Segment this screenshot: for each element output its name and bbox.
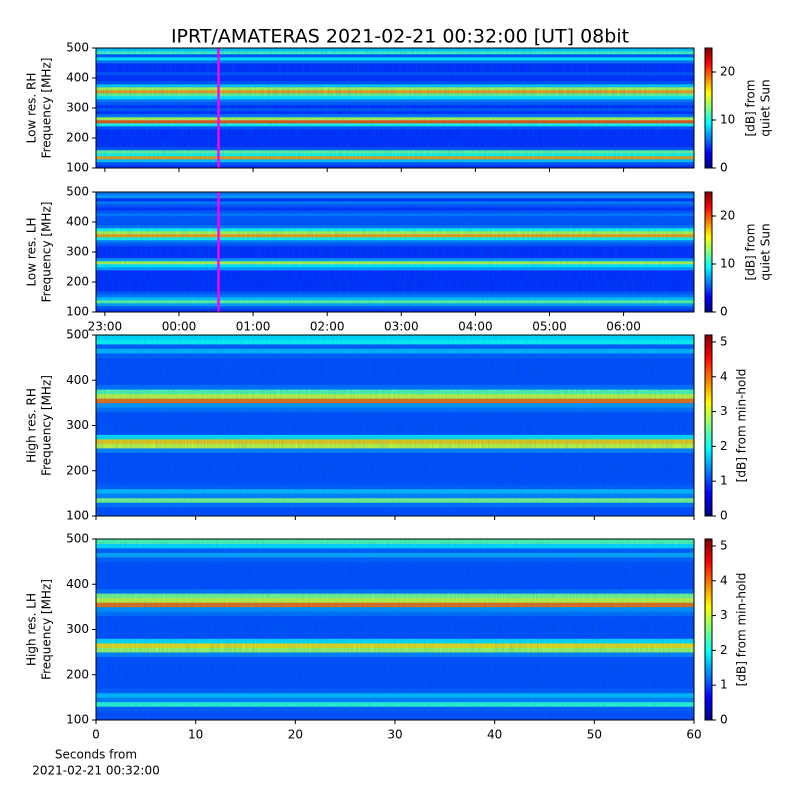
x-tick-label: 20 — [288, 728, 303, 742]
colorbar-tick-label: 5 — [720, 538, 728, 552]
colorbar-tick-label: 3 — [720, 404, 728, 418]
figure-title: IPRT/AMATERAS 2021-02-21 00:32:00 [UT] 0… — [171, 26, 629, 48]
x-tick-label: 00:00 — [162, 320, 197, 334]
colorbar-tick-label: 10 — [720, 257, 735, 271]
colorbar-tick-label: 3 — [720, 608, 728, 622]
colorbar — [704, 538, 713, 721]
colorbar-tick-label: 20 — [720, 209, 735, 223]
colorbar-tick-label: 1 — [720, 474, 728, 488]
colorbar-label: [dB] from — [744, 80, 758, 137]
y-axis-label: High res. LH — [25, 593, 39, 666]
colorbar-tick-label: 0 — [720, 509, 728, 523]
noise-texture — [96, 539, 694, 720]
y-tick-label: 200 — [66, 463, 89, 477]
y-axis-label: Low res. LH — [25, 217, 39, 286]
y-axis-label: Frequency [MHz] — [40, 202, 54, 303]
x-tick-label: 40 — [487, 728, 502, 742]
colorbar-label: quiet Sun — [759, 79, 773, 136]
noise-texture — [96, 335, 694, 516]
colorbar-tick-label: 0 — [720, 713, 728, 727]
x-axis-label: 2021-02-21 00:32:00 — [32, 764, 159, 778]
y-tick-label: 500 — [66, 185, 89, 199]
x-tick-label: 23:00 — [88, 320, 123, 334]
noise-texture — [96, 192, 694, 312]
y-axis-label: Frequency [MHz] — [40, 375, 54, 476]
x-axis-label: Seconds from — [55, 748, 137, 762]
noise-texture — [96, 48, 694, 168]
x-tick-label: 06:00 — [606, 320, 641, 334]
colorbar-tick-label: 5 — [720, 334, 728, 348]
y-tick-label: 400 — [66, 215, 89, 229]
y-tick-label: 100 — [66, 713, 89, 727]
y-tick-label: 300 — [66, 101, 89, 115]
x-tick-label: 50 — [587, 728, 602, 742]
y-tick-label: 100 — [66, 509, 89, 523]
colorbar-tick-label: 2 — [720, 643, 728, 657]
y-tick-label: 300 — [66, 245, 89, 259]
y-tick-label: 300 — [66, 622, 89, 636]
colorbar-label: [dB] from min-hold — [735, 369, 749, 483]
x-tick-label: 03:00 — [384, 320, 419, 334]
y-tick-label: 200 — [66, 131, 89, 145]
y-tick-label: 500 — [66, 328, 89, 342]
colorbar-label: [dB] from min-hold — [735, 573, 749, 687]
colorbar — [704, 47, 713, 169]
y-tick-label: 300 — [66, 418, 89, 432]
colorbar-tick-label: 4 — [720, 369, 728, 383]
colorbar-label: quiet Sun — [759, 223, 773, 280]
y-tick-label: 400 — [66, 577, 89, 591]
y-tick-label: 500 — [66, 41, 89, 55]
colorbar-tick-label: 0 — [720, 305, 728, 319]
colorbar-label: [dB] from — [744, 224, 758, 281]
colorbar-tick-label: 20 — [720, 65, 735, 79]
y-axis-label: Frequency [MHz] — [40, 58, 54, 159]
x-tick-label: 02:00 — [310, 320, 345, 334]
x-tick-label: 01:00 — [236, 320, 271, 334]
x-tick-label: 0 — [92, 728, 100, 742]
x-tick-label: 05:00 — [532, 320, 567, 334]
x-tick-label: 30 — [387, 728, 402, 742]
x-tick-label: 10 — [188, 728, 203, 742]
y-tick-label: 400 — [66, 71, 89, 85]
colorbar — [704, 191, 713, 313]
y-axis-label: Low res. RH — [25, 73, 39, 144]
y-tick-label: 200 — [66, 275, 89, 289]
colorbar — [704, 334, 713, 517]
x-tick-label: 04:00 — [458, 320, 493, 334]
colorbar-tick-label: 0 — [720, 161, 728, 175]
x-tick-label: 60 — [686, 728, 701, 742]
y-tick-label: 400 — [66, 373, 89, 387]
colorbar-tick-label: 10 — [720, 113, 735, 127]
colorbar-tick-label: 1 — [720, 678, 728, 692]
y-tick-label: 500 — [66, 532, 89, 546]
y-axis-label: Frequency [MHz] — [40, 579, 54, 680]
y-axis-label: High res. RH — [25, 388, 39, 463]
colorbar-tick-label: 4 — [720, 573, 728, 587]
colorbar-tick-label: 2 — [720, 439, 728, 453]
y-tick-label: 200 — [66, 667, 89, 681]
y-tick-label: 100 — [66, 161, 89, 175]
y-tick-label: 100 — [66, 305, 89, 319]
